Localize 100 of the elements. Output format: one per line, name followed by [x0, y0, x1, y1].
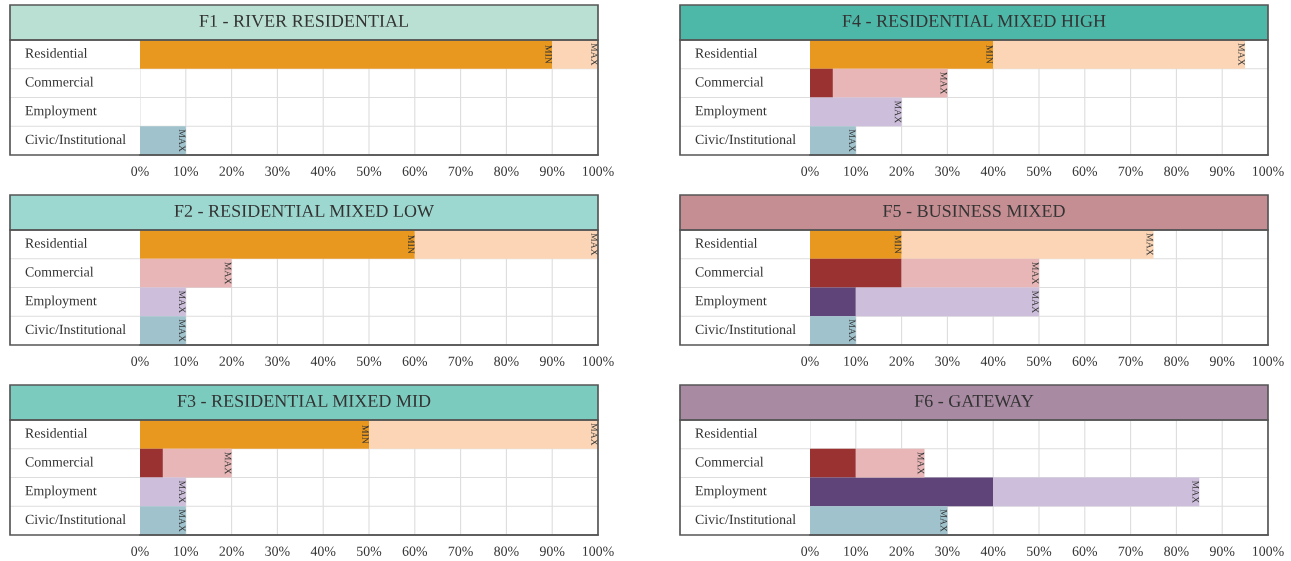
bar	[810, 230, 902, 259]
y-tick-label: Employment	[695, 485, 767, 499]
y-tick-label: Residential	[695, 428, 758, 438]
x-tick-label: 10%	[844, 356, 869, 366]
x-tick-label: 70%	[448, 166, 473, 176]
x-tick-label: 90%	[539, 166, 565, 176]
x-tick-label: 40%	[980, 356, 1006, 366]
data-label: MAX	[849, 129, 856, 152]
x-tick-label: 60%	[1072, 166, 1098, 176]
bar	[832, 68, 948, 98]
x-tick-label: 50%	[1027, 356, 1052, 366]
y-tick-label: Residential	[695, 48, 758, 58]
x-tick-label: 70%	[1118, 356, 1143, 366]
x-tick-label: 80%	[494, 166, 519, 176]
chart-title: F4 - RESIDENTIAL MIXED HIGH	[842, 14, 1106, 28]
bar	[140, 126, 186, 155]
data-label: MAX	[224, 452, 232, 475]
chart-title: F1 - RIVER RESIDENTIAL	[199, 14, 408, 28]
data-label: MAX	[591, 43, 598, 66]
data-label: MAX	[917, 452, 925, 475]
bar	[414, 230, 598, 259]
bar	[140, 287, 186, 317]
x-tick-label: 20%	[889, 546, 914, 556]
y-tick-label: Employment	[695, 105, 767, 119]
x-tick-label: 40%	[310, 356, 336, 366]
y-tick-label: Employment	[25, 295, 97, 309]
x-tick-label: 0%	[131, 546, 149, 556]
chart-title: F3 - RESIDENTIAL MIXED MID	[177, 394, 431, 408]
x-tick-label: 100%	[583, 356, 614, 366]
x-tick-label: 100%	[583, 546, 614, 556]
x-tick-label: 60%	[1072, 356, 1098, 366]
x-tick-label: 60%	[402, 356, 428, 366]
data-label: MAX	[179, 129, 186, 152]
data-label: MAX	[591, 423, 598, 446]
data-label: MIN	[894, 235, 902, 254]
y-tick-label: Commercial	[695, 456, 764, 467]
y-tick-label: Residential	[25, 48, 88, 58]
bar	[140, 477, 186, 507]
x-tick-label: 50%	[1027, 166, 1052, 176]
y-tick-label: Commercial	[25, 76, 94, 87]
data-label: MAX	[894, 100, 902, 124]
data-label: MIN	[545, 45, 552, 64]
x-tick-label: 60%	[1072, 546, 1098, 556]
x-tick-label: 0%	[131, 356, 149, 366]
x-tick-label: 20%	[889, 166, 914, 176]
bar	[140, 448, 163, 478]
data-label: MAX	[179, 509, 186, 532]
x-tick-label: 50%	[357, 546, 382, 556]
data-label: MIN	[986, 45, 993, 64]
y-tick-label: Employment	[695, 295, 767, 309]
y-tick-label: Residential	[25, 238, 88, 248]
x-tick-label: 30%	[935, 356, 960, 366]
x-tick-label: 60%	[402, 546, 428, 556]
bar	[810, 97, 902, 127]
bar	[810, 126, 856, 155]
bar	[810, 258, 902, 288]
bar	[162, 448, 232, 478]
bar	[810, 40, 994, 69]
x-tick-label: 30%	[265, 166, 290, 176]
y-tick-label: Civic/Institutional	[695, 514, 796, 525]
x-tick-label: 40%	[980, 546, 1006, 556]
x-tick-label: 100%	[1253, 166, 1284, 176]
x-tick-label: 10%	[844, 546, 869, 556]
x-tick-label: 20%	[219, 356, 244, 366]
data-label: MAX	[179, 319, 186, 342]
bar	[810, 287, 856, 317]
y-tick-label: Residential	[695, 238, 758, 248]
x-tick-label: 70%	[1118, 166, 1143, 176]
x-tick-label: 90%	[539, 356, 565, 366]
x-tick-label: 10%	[174, 356, 199, 366]
x-tick-label: 30%	[265, 546, 290, 556]
x-tick-label: 40%	[310, 546, 336, 556]
x-tick-label: 0%	[801, 356, 819, 366]
x-tick-label: 30%	[935, 546, 960, 556]
x-tick-label: 80%	[494, 546, 519, 556]
bar	[140, 316, 186, 345]
bar	[855, 448, 925, 478]
x-tick-label: 90%	[1209, 356, 1235, 366]
x-tick-label: 10%	[174, 166, 199, 176]
bar	[993, 477, 1200, 507]
y-tick-label: Civic/Institutional	[25, 324, 126, 335]
data-label: MAX	[1146, 233, 1154, 256]
data-label: MAX	[1032, 262, 1039, 285]
bar	[140, 506, 186, 535]
x-tick-label: 80%	[1164, 356, 1189, 366]
data-label: MAX	[1238, 43, 1245, 66]
y-tick-label: Commercial	[695, 76, 764, 87]
x-tick-label: 0%	[801, 546, 819, 556]
bar	[810, 68, 833, 98]
x-tick-label: 100%	[1253, 546, 1284, 556]
x-tick-label: 70%	[448, 356, 473, 366]
y-tick-label: Civic/Institutional	[25, 134, 126, 145]
bar	[810, 477, 994, 507]
y-tick-label: Residential	[25, 428, 88, 438]
x-tick-label: 80%	[1164, 546, 1189, 556]
x-tick-label: 50%	[1027, 546, 1052, 556]
x-tick-label: 10%	[174, 546, 199, 556]
x-tick-label: 0%	[131, 166, 149, 176]
x-tick-label: 50%	[357, 356, 382, 366]
x-tick-label: 80%	[494, 356, 519, 366]
